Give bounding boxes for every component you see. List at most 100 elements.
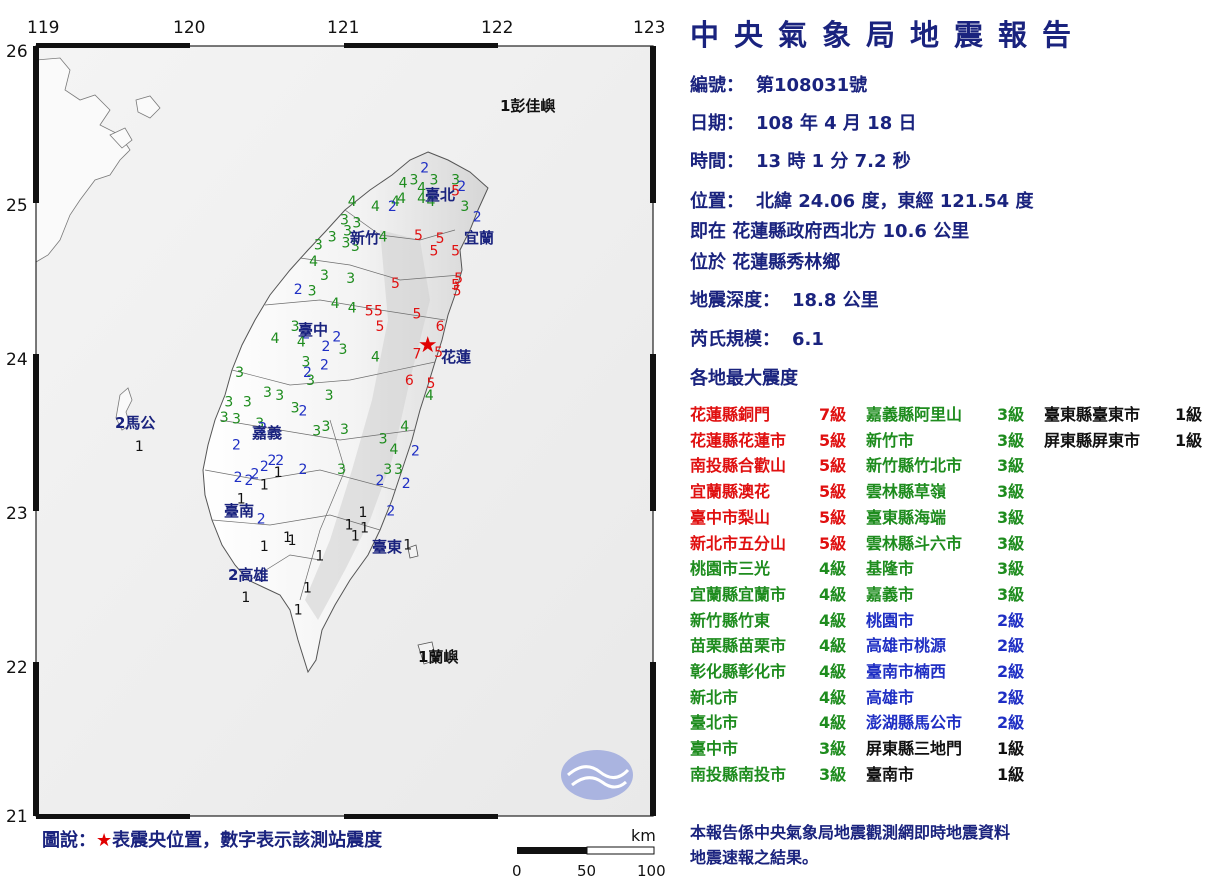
station-intensity: 1 [403, 538, 412, 554]
station-intensity: 3 [340, 422, 349, 438]
station-intensity: 3 [322, 419, 331, 435]
station-intensity: 4 [426, 194, 435, 210]
station-intensity: 1 [303, 581, 312, 597]
station-intensity: 5 [376, 319, 385, 335]
orchid-island [417, 641, 437, 665]
intensity-level: 4級 [819, 610, 847, 630]
station-intensity: 3 [339, 342, 348, 358]
station-intensity: 2 [322, 339, 331, 355]
station-intensity: 4 [425, 388, 434, 404]
legend-prefix: 圖說： [42, 830, 96, 851]
intensity-level: 4級 [819, 687, 847, 707]
station-intensity: 5 [426, 376, 435, 392]
station-intensity: 5 [430, 243, 439, 259]
station-intensity: 2 [268, 453, 277, 469]
place-label: 宜蘭 [464, 229, 494, 247]
frame-bar-left-3 [33, 662, 39, 816]
place-label: 嘉義 [251, 424, 282, 442]
intensity-level: 3級 [997, 584, 1025, 604]
intensity-station-name: 嘉義縣阿里山 [866, 405, 963, 424]
place-label: 花蓮 [441, 348, 471, 366]
intensity-station-name: 雲林縣斗六市 [866, 533, 963, 553]
report-date-row: 日期： 108 年 4 月 18 日 [690, 109, 916, 135]
intensity-station-name: 臺南市 [866, 764, 915, 784]
station-intensity: 3 [451, 173, 460, 189]
place-label: 2馬公 [115, 414, 155, 432]
intensity-station-name: 嘉義市 [866, 584, 915, 604]
report-township: 位於 花蓮縣秀林鄉 [690, 252, 841, 273]
station-intensity: 1 [345, 518, 354, 534]
station-intensity: 3 [460, 199, 469, 215]
intensity-station-name: 高雄市 [866, 687, 915, 707]
intensity-station-name: 花蓮縣花蓮市 [690, 430, 787, 450]
station-intensity: 4 [400, 419, 409, 435]
station-intensity: 1 [260, 539, 269, 555]
intensity-level: 5級 [819, 430, 847, 450]
intensity-station-name: 臺中市 [690, 739, 739, 759]
station-intensity: 1 [237, 491, 246, 507]
station-intensity: 3 [379, 431, 388, 447]
intensity-station-name: 屏東縣三地門 [866, 739, 963, 759]
place-label: 1蘭嶼 [418, 648, 458, 666]
station-intensity: 3 [409, 173, 418, 189]
intensity-heading: 各地最大震度 [690, 368, 798, 389]
intensity-level: 3級 [819, 739, 847, 759]
station-intensity: 2 [388, 199, 397, 215]
station-intensity: 5 [454, 271, 463, 287]
station-intensity: 4 [309, 254, 318, 270]
report-number-label: 編號： [690, 75, 744, 96]
station-intensity: 3 [383, 462, 392, 478]
station-intensity: 3 [314, 237, 323, 253]
island-mazu [135, 95, 161, 119]
station-intensity: 4 [348, 300, 357, 316]
station-intensity: 4 [297, 334, 306, 350]
frame-bar-right-2 [650, 354, 656, 511]
intensity-level: 5級 [819, 507, 847, 527]
station-intensity: 3 [220, 410, 229, 426]
lon-label-120: 120 [173, 18, 206, 38]
map-legend: 圖說：★表震央位置，數字表示該測站震度 [42, 826, 382, 852]
county-boundaries [204, 209, 461, 601]
report-time-row: 時間： 13 時 1 分 7.2 秒 [690, 147, 911, 173]
scale-tick-50: 50 [577, 862, 597, 880]
station-intensity: 3 [235, 365, 244, 381]
scale-bar [517, 846, 655, 855]
report-position-value: 北緯 24.06 度，東經 121.54 度 [756, 191, 1034, 212]
station-intensity: 1 [294, 602, 303, 618]
station-intensity: 3 [351, 239, 360, 255]
report-date-label: 日期： [690, 113, 744, 134]
station-intensity: 2 [402, 476, 411, 492]
place-label: 臺東 [372, 538, 402, 556]
station-intensity: 3 [394, 462, 403, 478]
green-island [407, 544, 419, 559]
footer-line-2: 地震速報之結果。 [690, 848, 819, 867]
station-intensity: 3 [342, 236, 351, 252]
station-intensity: 2 [244, 473, 253, 489]
report-time-label: 時間： [690, 151, 744, 172]
report-number-value: 第108031號 [756, 75, 868, 96]
place-label: 臺中 [298, 321, 328, 339]
lon-label-122: 122 [481, 18, 514, 38]
station-intensity: 5 [434, 345, 443, 361]
station-intensity: 3 [308, 284, 317, 300]
station-intensity: 1 [274, 465, 283, 481]
station-intensity: 4 [371, 199, 380, 215]
frame-bar-top-2 [344, 43, 498, 48]
station-intensity: 3 [328, 230, 337, 246]
intensity-level: 4級 [819, 559, 847, 579]
intensity-level: 5級 [819, 533, 847, 553]
station-intensity: 2 [298, 462, 307, 478]
station-intensity: 4 [271, 331, 280, 347]
station-intensity: 2 [473, 210, 482, 226]
report-number-row: 編號： 第108031號 [690, 71, 867, 97]
station-intensity: 3 [430, 173, 439, 189]
station-intensity: 4 [348, 194, 357, 210]
intensity-station-name: 臺東縣海端 [866, 507, 947, 527]
intensity-station-name: 桃園市 [866, 610, 915, 630]
report-date-value: 108 年 4 月 18 日 [756, 113, 917, 134]
intensity-level: 3級 [997, 507, 1025, 527]
station-intensity: 5 [391, 276, 400, 292]
station-intensity: 3 [291, 401, 300, 417]
